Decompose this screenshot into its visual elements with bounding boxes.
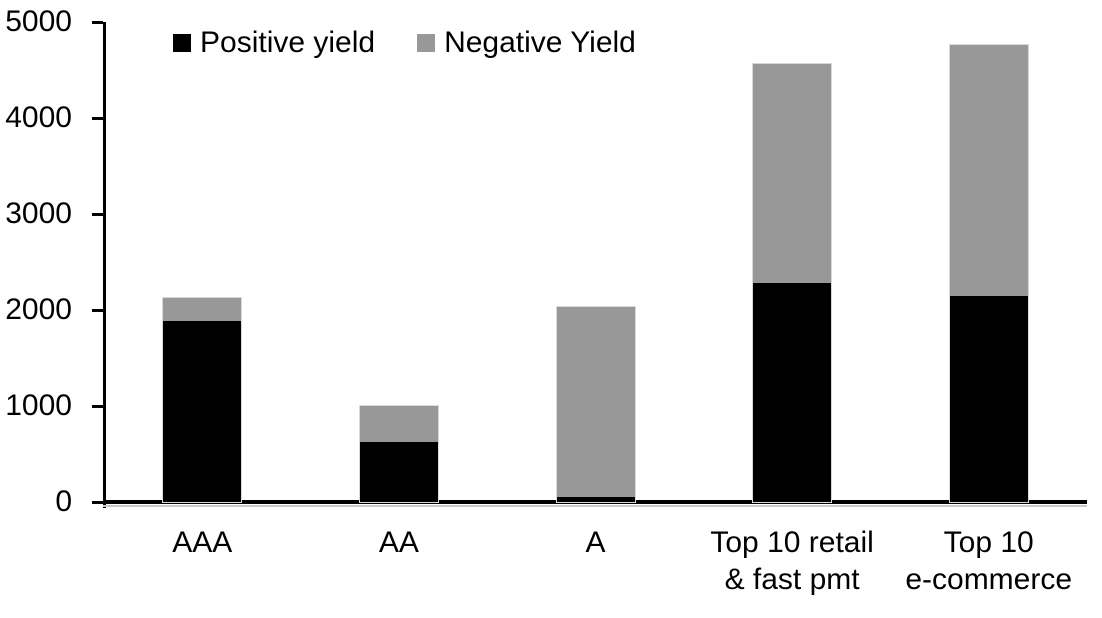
x-category-label: A: [585, 526, 606, 559]
positive-yield-swatch-icon: [173, 34, 191, 52]
bar-aa: [359, 406, 438, 502]
y-tick-label: 4000: [5, 101, 72, 134]
bar-top-10-e-commerce: [949, 45, 1028, 502]
legend-item-negative-yield: Negative Yield: [417, 25, 636, 61]
positive-yield-segment: [359, 442, 438, 502]
legend-item-positive-yield: Positive yield: [173, 25, 375, 61]
y-axis-tick: [91, 20, 103, 24]
y-tick-label: 3000: [5, 197, 72, 230]
x-category-label: Top 10 e-commerce: [905, 526, 1073, 596]
negative-yield-segment: [163, 298, 242, 321]
y-tick-label: 0: [55, 485, 72, 518]
y-axis-tick: [91, 308, 103, 312]
y-axis-tick: [91, 116, 103, 120]
y-tick-label: 5000: [5, 5, 72, 38]
positive-yield-segment: [753, 283, 832, 502]
y-axis-tick: [91, 404, 103, 408]
x-axis-shadow-line: [102, 505, 1087, 507]
negative-yield-segment: [753, 64, 832, 284]
negative-yield-segment: [359, 406, 438, 443]
negative-yield-swatch-icon: [417, 34, 436, 52]
legend-label-positive-yield: Positive yield: [200, 26, 376, 59]
positive-yield-segment: [163, 320, 242, 502]
y-axis-tick: [91, 500, 103, 504]
positive-yield-segment: [949, 295, 1028, 502]
y-tick-label: 2000: [5, 293, 72, 326]
y-axis-line: [102, 22, 106, 508]
bar-a: [556, 307, 635, 502]
negative-yield-segment: [556, 307, 635, 498]
x-category-label: Top 10 retail & fast pmt: [710, 526, 874, 596]
y-axis-tick: [91, 212, 103, 216]
positive-yield-segment: [556, 497, 635, 502]
x-category-label: AAA: [172, 526, 233, 559]
x-category-label: AA: [378, 526, 419, 559]
bar-aaa: [163, 298, 242, 502]
legend: Positive yield Negative Yield: [173, 25, 636, 61]
negative-yield-segment: [949, 45, 1028, 296]
bar-top-10-retail-&-fast-pmt: [753, 64, 832, 502]
y-tick-label: 1000: [5, 389, 72, 422]
legend-label-negative-yield: Negative Yield: [444, 26, 636, 59]
